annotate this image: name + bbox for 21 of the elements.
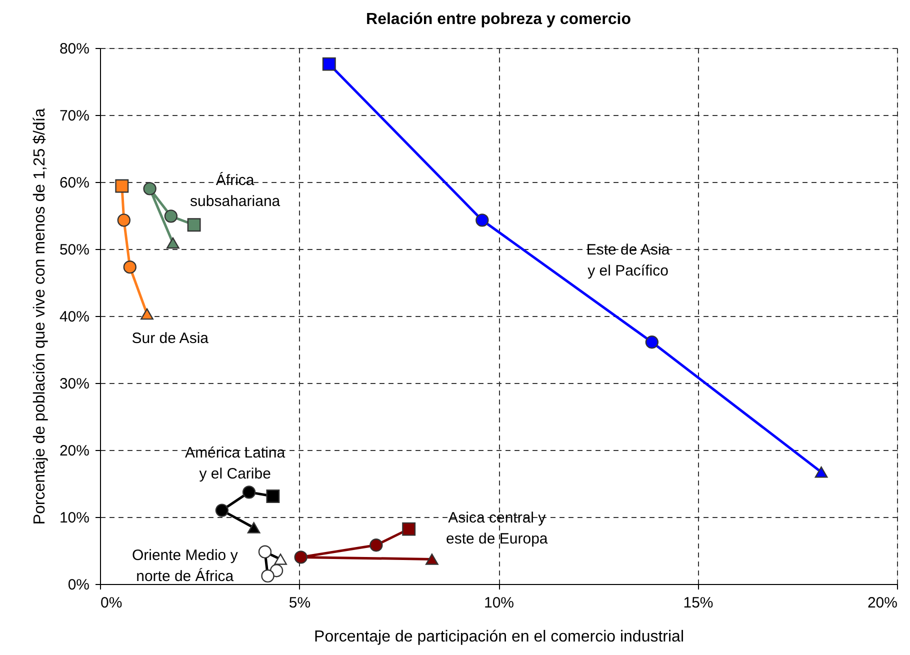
chart-title: Relación entre pobreza y comercio <box>366 11 632 28</box>
x-tick-label: 5% <box>288 594 311 612</box>
y-tick-label: 0% <box>68 576 90 594</box>
y-tick-label: 60% <box>59 174 90 192</box>
x-tick-label: 0% <box>100 594 122 612</box>
y-axis-title: Porcentaje de población que vive con menos de 1,25 $/día <box>31 108 48 525</box>
series-label: Asica central y este de Europa <box>446 510 548 548</box>
y-tick-label: 10% <box>59 510 90 526</box>
y-tick-label: 50% <box>59 242 90 258</box>
y-tick-label: 80% <box>59 40 90 58</box>
x-axis-title: Porcentaje de participación en el comercio industrial <box>314 628 684 646</box>
series-label: Oriente Medio y norte de África <box>132 547 238 586</box>
y-tick-label: 30% <box>59 376 90 392</box>
y-tick-label: 40% <box>59 308 90 326</box>
series-label: África subsahariana <box>190 170 281 210</box>
x-tick-label: 15% <box>683 594 714 612</box>
y-tick-label: 20% <box>59 442 90 460</box>
x-tick-label: 20% <box>867 594 898 612</box>
series-label: Sur de Asia <box>132 330 210 348</box>
y-tick-label: 70% <box>59 108 90 124</box>
x-tick-label: 10% <box>484 594 514 612</box>
